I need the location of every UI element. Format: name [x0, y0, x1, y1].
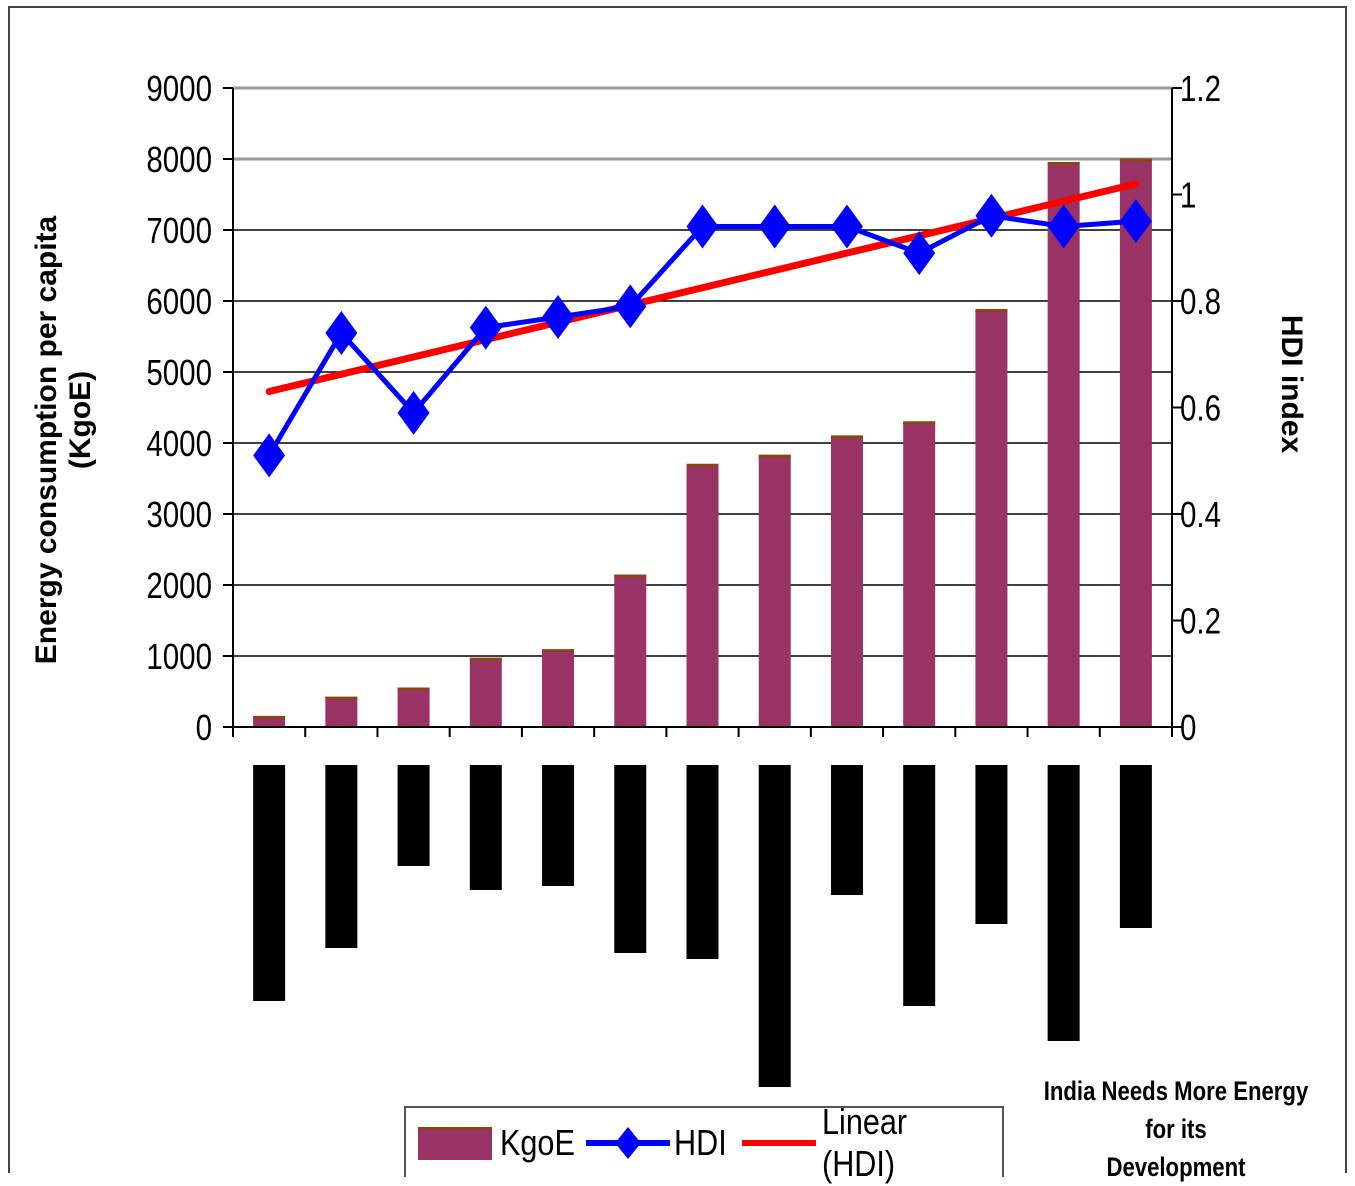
redaction-block — [903, 765, 936, 1006]
hdi-point — [975, 193, 1008, 238]
redaction-block — [1047, 765, 1080, 1041]
redaction-block — [397, 765, 430, 866]
redaction-block — [253, 765, 286, 1001]
caption: India Needs More Energy for its Developm… — [1032, 1072, 1321, 1186]
bar — [469, 658, 502, 727]
redaction-block — [975, 765, 1008, 924]
bar — [325, 697, 358, 727]
bar — [1047, 162, 1080, 728]
legend: KgoE HDI Linear (HDI) — [404, 1101, 1004, 1184]
redaction-block — [686, 765, 719, 959]
bar — [614, 575, 647, 727]
y2-tick-label: 0.4 — [1180, 494, 1221, 534]
legend-label-hdi: HDI — [674, 1122, 727, 1163]
hdi-point — [469, 305, 502, 350]
caption-line-1: India Needs More Energy for its — [1043, 1076, 1309, 1144]
hdi-point — [614, 284, 647, 329]
y2-tick-label: 0.2 — [1180, 601, 1221, 641]
y2-tick-label: 0 — [1180, 707, 1196, 747]
y-tick-label: 3000 — [146, 494, 212, 534]
redaction-block — [830, 765, 863, 895]
y2-tick-label: 0.6 — [1180, 388, 1221, 428]
y-tick-label: 4000 — [146, 423, 212, 463]
redaction-block — [542, 765, 575, 886]
bars-kgoe — [253, 158, 1152, 728]
legend-swatch-hdi — [586, 1127, 670, 1159]
hdi-point — [903, 231, 936, 276]
y-tick-label: 8000 — [146, 139, 212, 179]
y-axis-title: Energy consumption per capita — [30, 215, 63, 664]
hdi-point — [1119, 199, 1152, 244]
bar — [253, 716, 286, 727]
legend-item-linear-hdi: Linear (HDI) — [742, 1101, 1002, 1184]
redaction-block — [1119, 765, 1152, 928]
redaction-block — [469, 765, 502, 890]
bar — [542, 649, 575, 727]
hdi-point — [1047, 204, 1080, 249]
bar — [975, 309, 1008, 727]
y2-axis-title: HDI index — [1275, 315, 1308, 454]
y-tick-label: 1000 — [146, 636, 212, 676]
hdi-point — [758, 204, 791, 249]
redaction-block — [325, 765, 358, 948]
hdi-point — [325, 310, 358, 355]
y2-axis-ticks: 1.2 1 0.8 0.6 0.4 0.2 0 — [1180, 68, 1221, 747]
y-tick-label: 6000 — [146, 281, 212, 321]
hdi-point — [830, 204, 863, 249]
caption-line-2: Development — [1106, 1152, 1246, 1182]
y-tick-label: 2000 — [146, 565, 212, 605]
y-axis-ticks: 9000 8000 7000 6000 5000 4000 3000 2000 1000 0 — [146, 68, 212, 747]
y2-tick-label: 1 — [1180, 175, 1196, 215]
bar — [758, 455, 791, 727]
legend-item-hdi: HDI — [586, 1118, 736, 1168]
y2-tick-label: 0.8 — [1180, 281, 1221, 321]
bar — [686, 464, 719, 727]
hdi-point — [542, 294, 575, 339]
redacted-category-labels — [253, 765, 1152, 1087]
legend-label-linear-hdi: Linear (HDI) — [821, 1101, 907, 1184]
bar — [903, 421, 936, 727]
redaction-block — [758, 765, 791, 1087]
bar — [1119, 159, 1152, 727]
series-hdi — [253, 193, 1152, 478]
bar — [830, 435, 863, 727]
y-axis-title-unit: (KgoE) — [64, 371, 97, 469]
bar — [397, 687, 430, 727]
legend-swatch-kgoe — [418, 1126, 492, 1160]
hdi-point — [253, 433, 286, 478]
legend-item-kgoe: KgoE — [418, 1118, 588, 1168]
hdi-point — [397, 390, 430, 435]
y-tick-label: 0 — [196, 707, 212, 747]
y2-tick-label: 1.2 — [1180, 68, 1221, 108]
legend-swatch-linear-hdi — [742, 1140, 816, 1146]
legend-label-kgoe: KgoE — [500, 1122, 575, 1163]
y-tick-label: 9000 — [146, 68, 212, 108]
redaction-block — [614, 765, 647, 953]
chart-frame — [8, 6, 1347, 1173]
hdi-point — [686, 204, 719, 249]
axes — [223, 87, 1182, 737]
y-tick-label: 7000 — [146, 210, 212, 250]
y-tick-label: 5000 — [146, 352, 212, 392]
